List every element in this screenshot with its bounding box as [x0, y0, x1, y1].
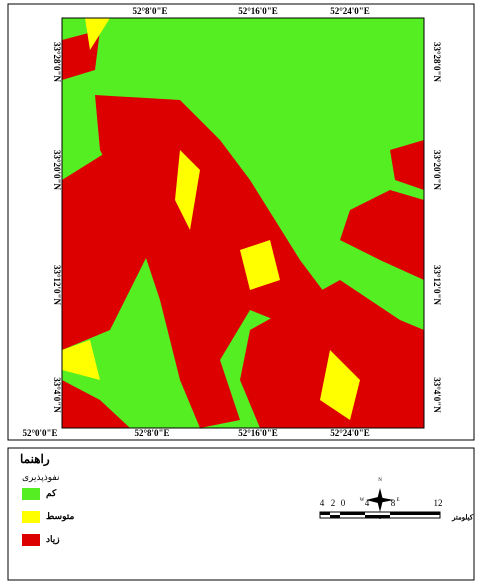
coord-label: 52°24'0"E — [330, 428, 370, 438]
west-label: W — [360, 498, 365, 503]
coord-label: 52°16'0"E — [238, 6, 278, 16]
legend-label: متوسط — [46, 511, 74, 522]
scale-unit: کیلومتر — [451, 514, 474, 522]
legend-swatch — [22, 534, 40, 546]
scale-tick-label: 0 — [341, 498, 346, 508]
high-zone — [340, 190, 424, 280]
medium-zone — [320, 350, 360, 420]
coord-label: 52°8'0"E — [134, 428, 169, 438]
coord-label: 33°12'0"N — [52, 265, 62, 306]
coord-label: 33°20'0"N — [52, 150, 62, 191]
medium-zone — [85, 18, 110, 50]
high-zone — [95, 95, 330, 428]
coord-label: 52°16'0"E — [238, 428, 278, 438]
legend-label: زیاد — [46, 534, 60, 545]
scale-tick-label: 8 — [391, 498, 396, 508]
map-border — [61, 17, 425, 429]
medium-zone — [62, 340, 100, 380]
scale-labels: 4 2 0 4 8 12 — [320, 498, 443, 508]
east-label: E — [396, 498, 399, 503]
coord-label: 33°4'0"N — [432, 377, 442, 413]
coord-label: 52°8'0"E — [132, 6, 167, 16]
legend-swatch — [22, 511, 40, 523]
high-zone — [390, 140, 424, 190]
coord-label: 33°28'0"N — [52, 42, 62, 83]
coord-label: 33°4'0"N — [52, 377, 62, 413]
scale-tick-label: 2 — [331, 498, 336, 508]
high-zone — [62, 380, 130, 428]
map-area — [61, 17, 425, 429]
legend-label: کم — [46, 488, 57, 499]
coord-label: 33°20'0"N — [432, 150, 442, 191]
coord-label: 52°24'0"E — [330, 6, 370, 16]
coord-label: 33°12'0"N — [432, 265, 442, 306]
medium-zone — [240, 240, 280, 290]
legend-title: راهنما — [20, 452, 50, 467]
south-label: S — [379, 516, 382, 521]
coord-label: 52°0'0"E — [22, 428, 57, 438]
north-label: N — [378, 478, 382, 483]
coord-label: 33°28'0"N — [432, 42, 442, 83]
scale-tick-label: 4 — [365, 498, 370, 508]
legend-swatch — [22, 488, 40, 500]
legend-items: کم متوسط زیاد — [22, 488, 74, 546]
scale-tick-label: 4 — [320, 498, 325, 508]
north-arrow: N E S W — [360, 478, 400, 521]
legend-subtitle: نفوذپذیری — [22, 472, 59, 483]
scale-tick-label: 12 — [434, 498, 443, 508]
medium-zone — [175, 150, 200, 230]
scale-bar — [319, 511, 441, 519]
